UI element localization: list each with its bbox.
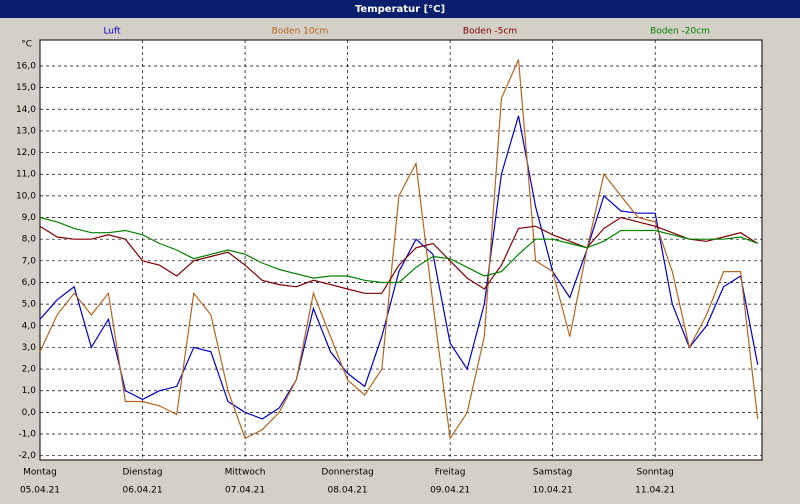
y-tick-label: 8,0 xyxy=(22,235,37,245)
y-tick-label: 0,0 xyxy=(22,408,37,418)
y-tick-label: 13,0 xyxy=(16,126,36,136)
chart-title: Temperatur [°C] xyxy=(355,4,445,15)
y-tick-label: 16,0 xyxy=(16,61,36,71)
y-tick-label: 10,0 xyxy=(16,191,36,201)
y-tick-label: 9,0 xyxy=(22,213,37,223)
x-tick-label: Dienstag xyxy=(122,468,162,478)
x-tick-label: Sonntag xyxy=(636,468,673,478)
y-tick-label: 6,0 xyxy=(22,278,37,288)
x-tick-label: Samstag xyxy=(533,468,572,478)
y-tick-label: 4,0 xyxy=(22,321,37,331)
y-tick-label: 12,0 xyxy=(16,148,36,158)
y-tick-label: 15,0 xyxy=(16,83,36,93)
y-tick-label: -1,0 xyxy=(18,430,36,440)
x-tick-label: Mittwoch xyxy=(225,468,266,478)
x-tick-label: Donnerstag xyxy=(321,468,374,478)
y-tick-label: 7,0 xyxy=(22,256,37,266)
data-line xyxy=(39,115,759,420)
legend-entry: Boden -20cm xyxy=(650,27,710,37)
x-tick-date: 06.04.21 xyxy=(122,486,162,496)
y-tick-label: -2,0 xyxy=(18,451,36,461)
x-tick-label: Freitag xyxy=(435,468,466,478)
y-tick-label: 14,0 xyxy=(16,105,36,115)
y-tick-label: 11,0 xyxy=(16,170,36,180)
x-tick-date: 11.04.21 xyxy=(635,486,675,496)
data-line xyxy=(39,216,759,294)
legend-entry: Luft xyxy=(103,27,121,37)
y-tick-label: 5,0 xyxy=(22,300,37,310)
legend-entry: Boden -5cm xyxy=(463,27,517,37)
legend-entry: Boden 10cm xyxy=(272,27,329,37)
data-line xyxy=(39,216,758,284)
x-tick-date: 07.04.21 xyxy=(225,486,265,496)
y-tick-label: 2,0 xyxy=(22,365,37,375)
y-tick-label: 3,0 xyxy=(22,343,37,353)
x-tick-label: Montag xyxy=(23,468,57,478)
x-tick-date: 05.04.21 xyxy=(20,486,60,496)
x-tick-date: 08.04.21 xyxy=(328,486,368,496)
y-unit: °C xyxy=(21,40,32,50)
x-tick-date: 10.04.21 xyxy=(533,486,573,496)
title-bar xyxy=(0,0,800,18)
x-tick-date: 09.04.21 xyxy=(430,486,470,496)
y-tick-label: 1,0 xyxy=(22,386,37,396)
data-line xyxy=(39,59,759,441)
